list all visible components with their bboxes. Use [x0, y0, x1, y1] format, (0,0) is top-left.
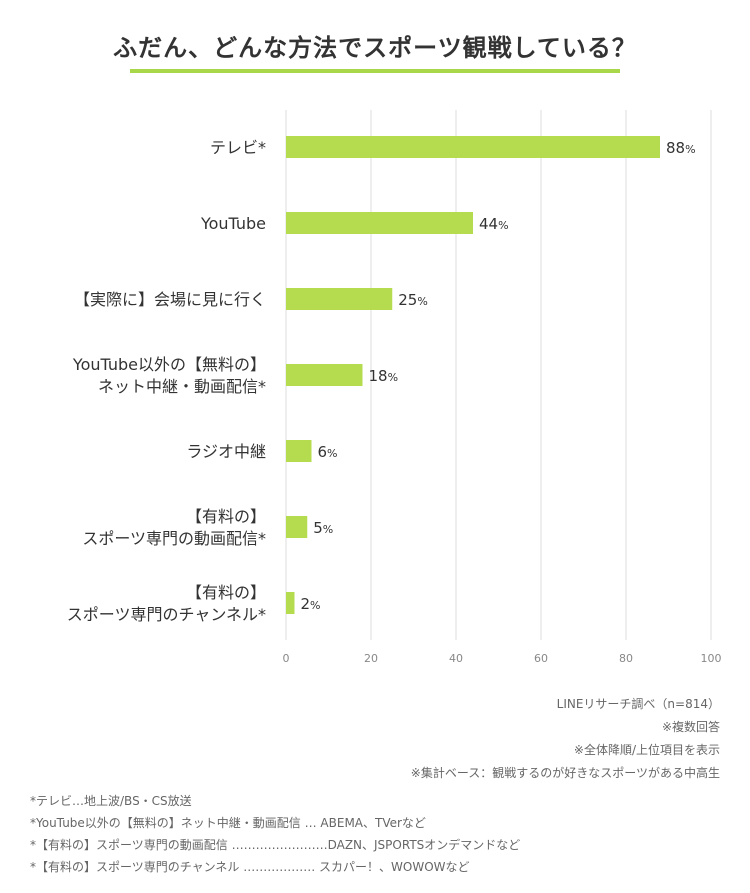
- footnote-tv: *テレビ…地上波/BS・CS放送: [30, 794, 192, 808]
- note-sort-order: ※全体降順/上位項目を表示: [573, 743, 720, 757]
- x-tick-label: 100: [701, 652, 722, 665]
- footnote-paid-channel: *【有料の】スポーツ専門のチャンネル ……………… スカパー！、WOWOWなど: [30, 860, 470, 874]
- note-base: ※集計ベース：観戦するのが好きなスポーツがある中高生: [410, 766, 720, 780]
- bar: [286, 136, 660, 158]
- category-label: ネット中継・動画配信*: [98, 377, 266, 396]
- bar: [286, 288, 393, 310]
- footnote-paid-streaming: *【有料の】スポーツ専門の動画配信 ……………………DAZN、JSPORTSオン…: [30, 838, 521, 852]
- bar: [286, 516, 308, 538]
- bar: [286, 592, 295, 614]
- value-label: 2%: [301, 595, 321, 613]
- value-label: 25%: [398, 291, 428, 309]
- value-label: 5%: [313, 519, 333, 537]
- x-tick-label: 80: [619, 652, 633, 665]
- x-tick-label: 20: [364, 652, 378, 665]
- value-label: 6%: [318, 443, 338, 461]
- bar: [286, 440, 312, 462]
- value-label: 18%: [369, 367, 399, 385]
- category-label: テレビ*: [210, 138, 266, 157]
- chart-notes: LINEリサーチ調べ（n=814） ※複数回答 ※全体降順/上位項目を表示 ※集…: [411, 693, 720, 785]
- bar: [286, 364, 363, 386]
- note-source: LINEリサーチ調べ（n=814）: [556, 697, 720, 711]
- x-tick-label: 0: [283, 652, 290, 665]
- category-label: ラジオ中継: [186, 442, 266, 461]
- category-label: スポーツ専門のチャンネル*: [67, 605, 266, 624]
- bar: [286, 212, 473, 234]
- category-label: 【有料の】: [186, 583, 266, 602]
- title-underline: [130, 69, 620, 73]
- footnote-free-streaming: *YouTube以外の【無料の】ネット中継・動画配信 … ABEMA、TVerな…: [30, 816, 426, 830]
- category-label: YouTube以外の【無料の】: [72, 355, 266, 374]
- category-label: 【有料の】: [186, 507, 266, 526]
- category-label: YouTube: [200, 214, 266, 233]
- bar-chart: 0 20 40 60 80 100 88% テレビ* 44% YouTube 25% 【実際に】会場に…: [67, 110, 722, 665]
- value-label: 44%: [479, 215, 509, 233]
- chart-title: ふだん、どんな方法でスポーツ観戦している？: [113, 34, 637, 62]
- category-label: 【実際に】会場に見に行く: [74, 290, 266, 309]
- x-tick-label: 40: [449, 652, 463, 665]
- note-multiple-answer: ※複数回答: [661, 720, 720, 734]
- value-label: 88%: [666, 139, 696, 157]
- category-label: スポーツ専門の動画配信*: [82, 529, 266, 548]
- x-tick-label: 60: [534, 652, 548, 665]
- footnotes: *テレビ…地上波/BS・CS放送 *YouTube以外の【無料の】ネット中継・動…: [30, 790, 520, 878]
